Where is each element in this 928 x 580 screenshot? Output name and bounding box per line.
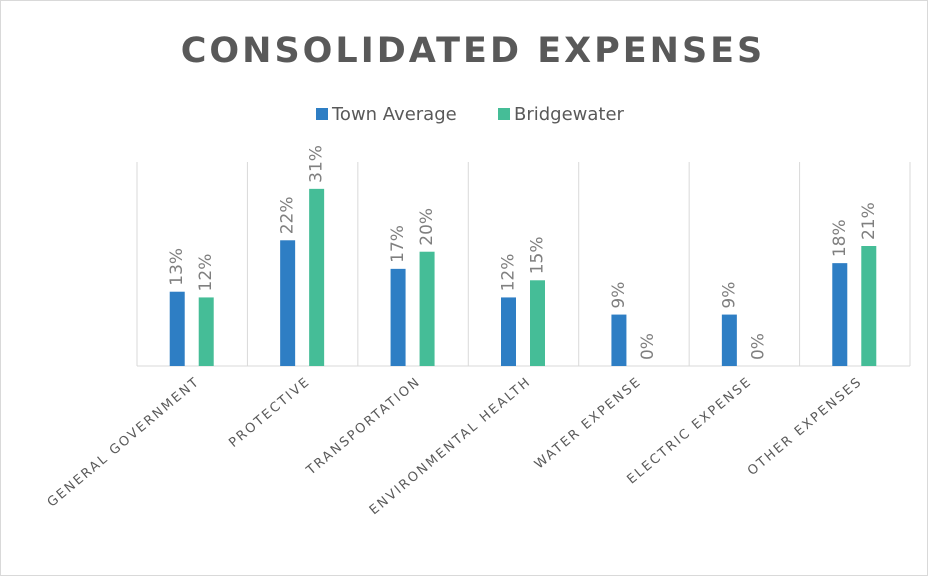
value-label: 13% (167, 248, 187, 286)
value-label: 17% (388, 225, 408, 263)
bar (721, 314, 737, 366)
bar (198, 297, 214, 366)
value-label: 22% (278, 196, 298, 234)
bar (501, 297, 516, 366)
value-label: 0% (748, 333, 768, 360)
value-label: 9% (609, 282, 629, 309)
legend-swatch (316, 108, 328, 120)
bar (419, 251, 435, 366)
bar (861, 246, 877, 366)
legend-label: Town Average (331, 104, 457, 125)
chart-title: CONSOLIDATED EXPENSES (181, 31, 766, 71)
bar (169, 291, 185, 366)
bar (280, 240, 296, 366)
value-label: 21% (859, 202, 879, 240)
value-label: 12% (499, 254, 519, 292)
bar (530, 280, 545, 366)
value-label: 9% (719, 282, 739, 309)
value-label: 0% (638, 333, 658, 360)
bar (611, 314, 627, 366)
bar (309, 188, 325, 366)
value-label: 15% (528, 236, 548, 274)
value-label: 20% (417, 208, 437, 246)
legend-label: Bridgewater (514, 104, 625, 125)
legend-swatch (498, 108, 510, 120)
value-label: 12% (196, 254, 216, 292)
bar (832, 263, 848, 366)
value-label: 18% (830, 219, 850, 257)
value-label: 31% (307, 145, 327, 183)
bar (390, 268, 406, 366)
